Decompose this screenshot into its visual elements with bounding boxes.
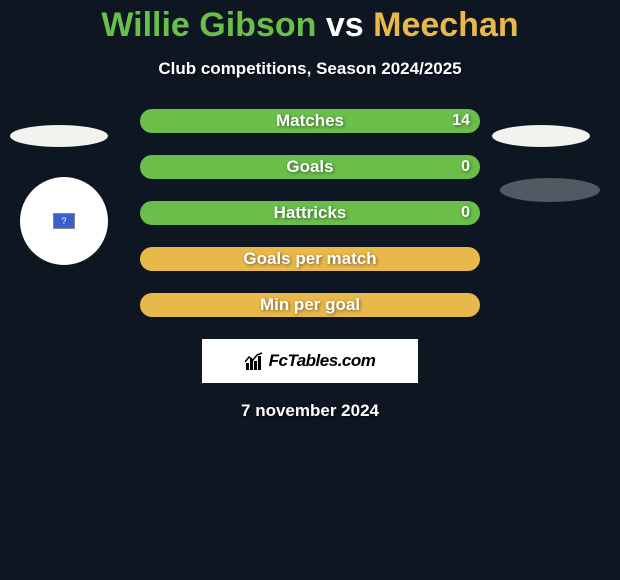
title-vs: vs [316,6,373,44]
logo-text: FcTables.com [269,351,376,371]
stat-bar-label: Matches [276,111,344,131]
stat-bar: Matches 14 [140,109,480,133]
logo-box: FcTables.com [202,339,418,383]
stat-bar-label: Min per goal [260,295,360,315]
left-ellipse-1 [10,125,108,147]
page-title: Willie Gibson vs Meechan [0,0,620,51]
subtitle: Club competitions, Season 2024/2025 [0,59,620,79]
stat-bar-value: 0 [461,204,470,222]
stat-bar-value: 14 [452,112,470,130]
stat-bar-label: Goals [286,157,333,177]
barchart-icon [245,351,265,371]
title-player1: Willie Gibson [101,6,316,44]
stat-bar-label: Goals per match [243,249,376,269]
stat-bar: Goals 0 [140,155,480,179]
stat-bar-label: Hattricks [274,203,347,223]
stat-bar-value: 0 [461,158,470,176]
title-player2: Meechan [373,6,519,44]
stat-bars: Matches 14 Goals 0 Hattricks 0 Goals per match… [140,109,480,317]
flag-icon: ? [53,213,75,229]
flag-placeholder: ? [61,216,66,226]
right-ellipse-1 [492,125,590,147]
stat-bar: Goals per match [140,247,480,271]
stat-bar: Hattricks 0 [140,201,480,225]
stat-bar: Min per goal [140,293,480,317]
right-ellipse-2 [500,178,600,202]
avatar: ? [20,177,108,265]
date-text: 7 november 2024 [0,401,620,421]
